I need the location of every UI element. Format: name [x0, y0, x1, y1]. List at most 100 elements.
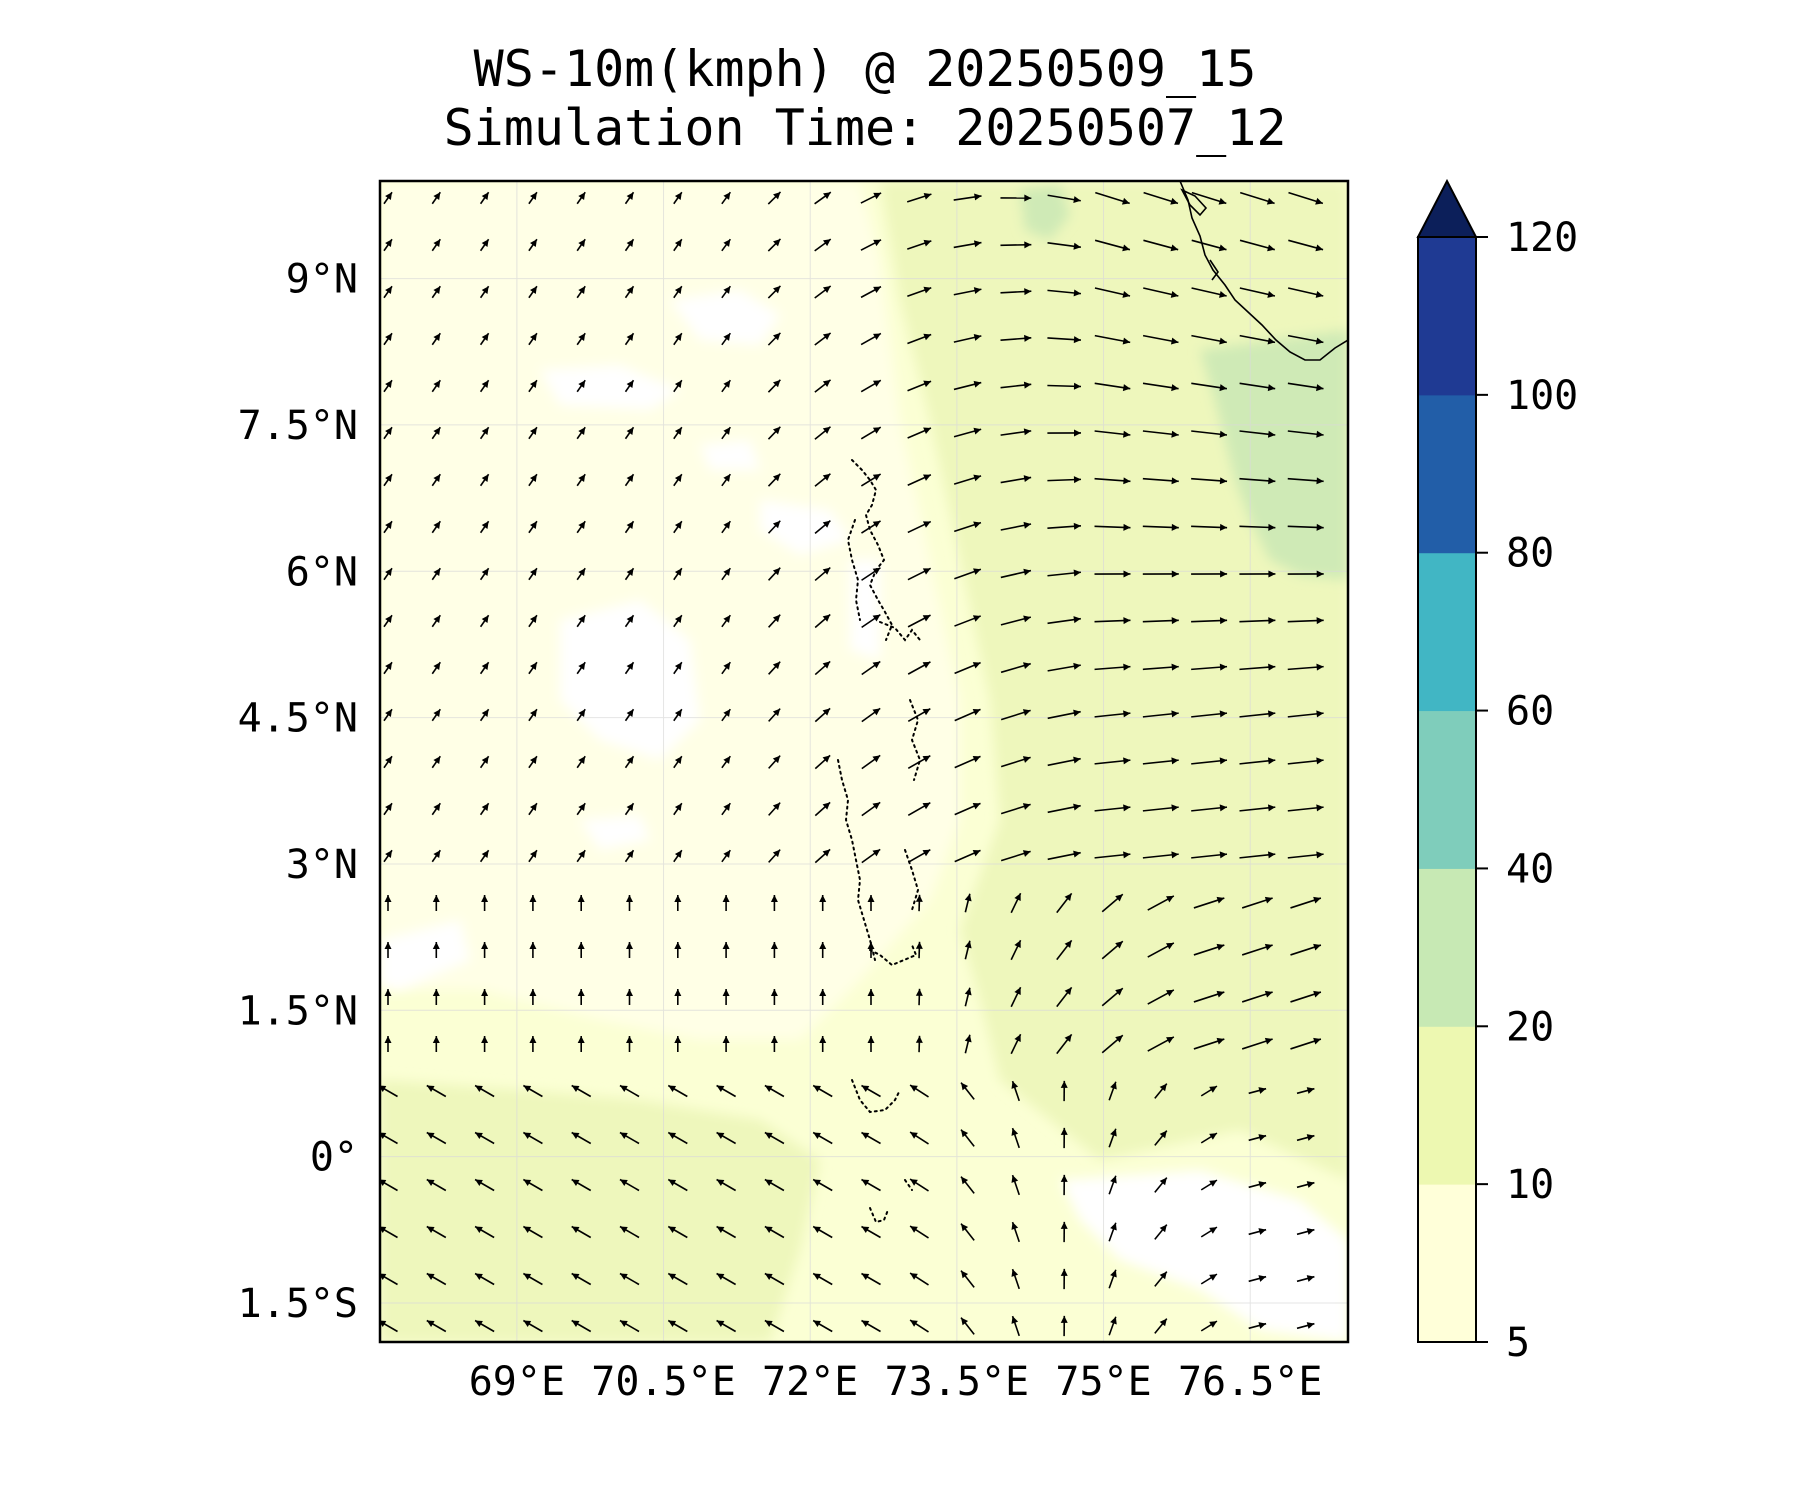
wind-arrow: [1193, 943, 1225, 956]
wind-arrow: [1047, 289, 1082, 297]
wind-arrow: [577, 895, 585, 911]
wind-arrow: [721, 426, 731, 440]
wind-arrow: [426, 1131, 447, 1145]
wind-arrow: [481, 1036, 489, 1052]
wind-arrow: [907, 661, 931, 675]
wind-arrow: [953, 474, 982, 485]
wind-arrow: [1241, 1037, 1273, 1050]
wind-arrow: [1143, 287, 1179, 298]
wind-arrow: [1047, 242, 1081, 250]
wind-arrow: [1154, 1177, 1168, 1193]
wind-arrow: [674, 1036, 682, 1052]
wind-arrow: [860, 285, 882, 299]
wind-arrow: [1287, 334, 1324, 345]
wind-arrow: [814, 566, 831, 582]
wind-arrow: [624, 238, 635, 252]
wind-arrow: [814, 613, 831, 629]
wind-arrow: [1094, 523, 1131, 531]
wind-arrow: [1287, 287, 1324, 298]
wind-arrow: [907, 286, 932, 298]
wind-arrow: [1154, 1224, 1168, 1240]
wind-arrow: [1011, 1080, 1020, 1102]
wind-arrow: [861, 1178, 881, 1192]
wind-arrow: [431, 238, 441, 252]
wind-arrow: [624, 285, 635, 299]
wind-arrow: [1239, 382, 1276, 392]
wind-arrow: [479, 332, 490, 346]
wind-arrow: [721, 614, 731, 628]
wind-arrow: [960, 1223, 975, 1241]
wind-arrow: [716, 1319, 737, 1333]
wind-arrow: [1047, 756, 1081, 767]
wind-arrow: [953, 380, 982, 391]
wind-arrow: [1060, 1080, 1068, 1102]
wind-arrow: [861, 801, 881, 817]
wind-arrow: [432, 895, 440, 911]
colorbar-tick-label: 100: [1506, 373, 1578, 419]
wind-arrow: [909, 1178, 929, 1192]
wind-arrow: [909, 1272, 929, 1286]
wind-arrow: [861, 613, 881, 629]
wind-arrow: [1047, 569, 1082, 577]
wind-arrow: [1200, 1085, 1218, 1097]
wind-arrow: [673, 708, 683, 722]
wind-arrow: [474, 1084, 495, 1098]
wind-arrow: [1011, 1174, 1020, 1196]
wind-arrow: [426, 1084, 447, 1098]
wind-arrow: [1248, 1275, 1267, 1283]
wind-arrow: [1101, 1034, 1124, 1054]
wind-arrow: [432, 989, 440, 1005]
wind-arrow: [1060, 1268, 1068, 1290]
wind-arrow: [619, 1084, 640, 1098]
wind-arrow: [426, 1272, 447, 1286]
wind-arrow: [1239, 523, 1276, 531]
wind-arrow: [767, 426, 781, 440]
wind-arrow: [431, 802, 441, 816]
wind-arrow: [768, 661, 781, 675]
wind-arrow: [431, 426, 441, 440]
field-high-patch-north: [1020, 185, 1070, 240]
wind-arrow: [529, 942, 537, 958]
wind-arrow: [528, 849, 538, 863]
wind-arrow: [1296, 1134, 1315, 1142]
coastline-india: [1179, 181, 1348, 361]
wind-arrow: [673, 614, 683, 628]
wind-arrow: [1108, 1128, 1117, 1148]
wind-arrow: [577, 989, 585, 1005]
wind-arrow: [1010, 986, 1022, 1008]
wind-arrow: [431, 708, 441, 722]
wind-arrow: [861, 1225, 881, 1239]
wind-arrow: [1094, 382, 1131, 392]
wind-arrow: [906, 192, 932, 203]
wind-arrow: [528, 755, 538, 769]
lat-tick-label: 1.5°S: [238, 1281, 358, 1327]
wind-arrow: [722, 942, 730, 958]
wind-arrow: [768, 755, 781, 769]
wind-arrow: [764, 1178, 785, 1192]
wind-arrow: [674, 942, 682, 958]
wind-arrow: [1239, 191, 1275, 205]
wind-arrow: [907, 333, 932, 345]
wind-arrow: [814, 191, 832, 205]
wind-arrow: [860, 426, 882, 440]
wind-arrow: [571, 1131, 592, 1145]
wind-arrow: [770, 989, 778, 1005]
wind-arrow: [1011, 1127, 1020, 1149]
wind-arrow: [716, 1084, 737, 1098]
lat-tick-label: 3°N: [286, 842, 358, 888]
wind-arrow: [1191, 710, 1228, 718]
wind-arrow: [1191, 430, 1228, 438]
wind-arrow: [431, 849, 441, 863]
wind-arrow: [1193, 896, 1225, 909]
wind-arrow: [431, 332, 441, 346]
wind-arrow: [814, 238, 832, 252]
wind-arrow: [1101, 987, 1124, 1007]
wind-arrow: [770, 895, 778, 911]
wind-arrow: [383, 520, 393, 534]
wind-arrow: [768, 614, 781, 628]
wind-arrow: [1287, 477, 1324, 485]
wind-arrow: [1147, 989, 1175, 1005]
wind-arrow: [721, 567, 731, 581]
wind-arrow: [915, 988, 923, 1006]
wind-arrow: [953, 240, 982, 249]
